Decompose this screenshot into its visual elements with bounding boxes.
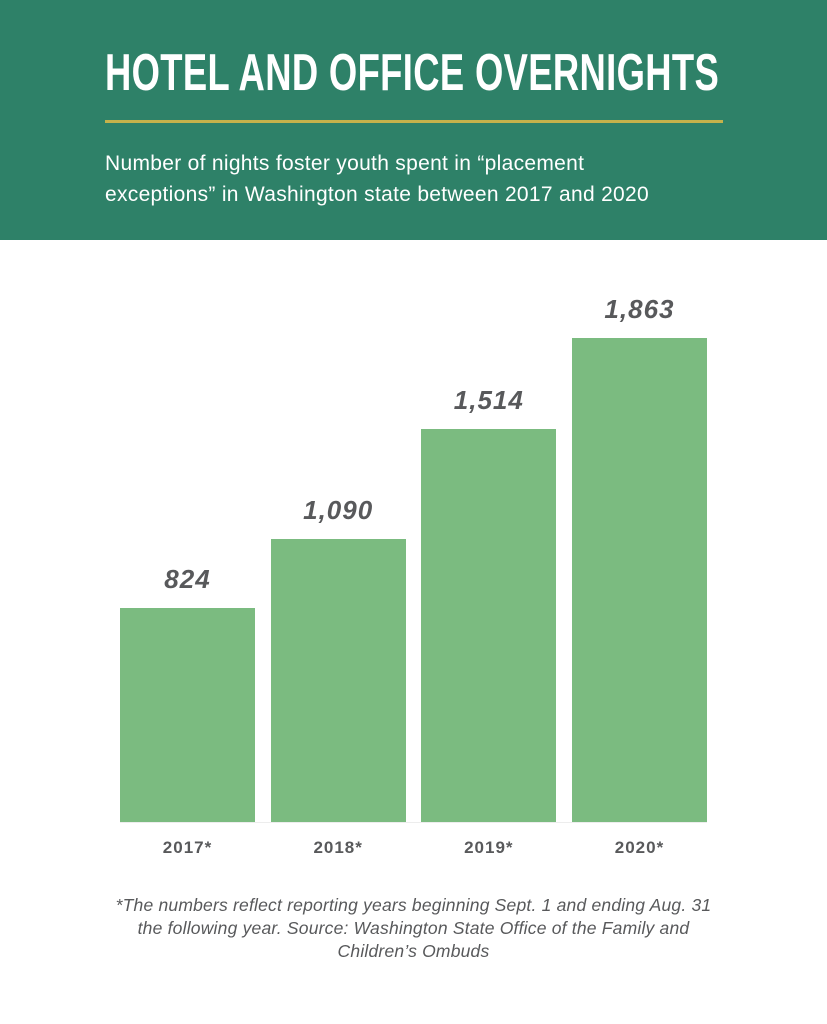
bar-column: 1,863 [571, 294, 707, 822]
bar-value-label: 824 [164, 564, 211, 594]
bar-column: 1,514 [421, 385, 557, 822]
x-axis-label: 2020* [614, 838, 665, 857]
title-divider [105, 120, 723, 123]
bar [120, 608, 255, 822]
chart-subtitle: Number of nights foster youth spent in “… [105, 148, 722, 210]
subtitle-line-1: Number of nights foster youth spent in “… [105, 152, 585, 175]
subtitle-line-2: exceptions” in Washington state between … [105, 183, 649, 206]
footnote-line-1: *The numbers reflect reporting years beg… [115, 895, 712, 915]
page-title: HOTEL AND OFFICE OVERNIGHTS [105, 44, 720, 102]
x-axis-label: 2017* [162, 838, 213, 857]
x-axis: 2017* 2018* 2019* 2020* [120, 838, 707, 858]
header-banner: HOTEL AND OFFICE OVERNIGHTS Number of ni… [0, 0, 827, 240]
bar-chart: 824 1,090 1,514 1,863 2017* 2018* 2019* 2020* [120, 294, 707, 858]
bar-column: 824 [120, 564, 255, 822]
bar-plot-area: 824 1,090 1,514 1,863 [120, 294, 707, 823]
x-axis-label: 2018* [313, 838, 363, 857]
bar [270, 539, 406, 822]
footnote-line-2: the following year. Source: Washington S… [137, 918, 690, 938]
footnote: *The numbers reflect reporting years beg… [74, 894, 754, 963]
bar-value-label: 1,514 [453, 385, 524, 415]
footnote-line-3: Children’s Ombuds [337, 941, 490, 961]
bar-value-label: 1,863 [604, 294, 675, 324]
bar-column: 1,090 [270, 495, 406, 822]
bar [571, 338, 707, 822]
bar-value-label: 1,090 [303, 495, 374, 525]
bar [421, 429, 557, 822]
x-axis-label: 2019* [464, 838, 514, 857]
